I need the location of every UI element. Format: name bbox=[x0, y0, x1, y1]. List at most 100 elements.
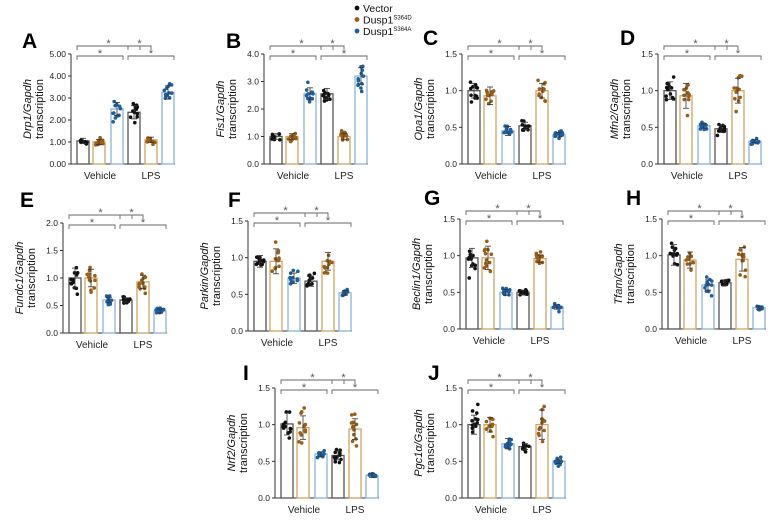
data-point bbox=[540, 407, 544, 412]
data-point bbox=[88, 279, 93, 283]
data-point bbox=[112, 111, 116, 115]
data-point bbox=[134, 103, 139, 108]
data-point bbox=[484, 97, 488, 101]
data-point bbox=[476, 402, 480, 407]
data-point bbox=[87, 275, 91, 280]
data-point bbox=[685, 262, 690, 266]
panel-B: B 0.0 1.0 2.0 3.0 4.0 Fis1/Gapdh transcription V… bbox=[215, 30, 368, 182]
x-category-label: LPS bbox=[531, 336, 550, 347]
y-tick-label: 0.5 bbox=[443, 287, 455, 297]
legend-name: Dusp1 bbox=[363, 26, 394, 38]
data-point bbox=[670, 245, 675, 250]
data-point bbox=[556, 464, 561, 468]
data-point bbox=[742, 245, 747, 249]
data-point bbox=[339, 457, 343, 462]
data-point bbox=[137, 285, 141, 289]
data-point bbox=[664, 94, 668, 99]
significance-bracket bbox=[76, 55, 124, 60]
bar bbox=[550, 306, 564, 330]
data-point bbox=[145, 140, 150, 144]
data-point bbox=[299, 410, 304, 414]
data-point bbox=[334, 447, 339, 452]
y-tick-label: 5.00 bbox=[49, 49, 66, 59]
data-point bbox=[542, 428, 547, 433]
y-axis-label: Nrf2/Gapdh bbox=[226, 415, 238, 472]
bar bbox=[467, 424, 481, 499]
data-point bbox=[542, 87, 546, 91]
y-axis-label: Pgc1α/Gapdh bbox=[413, 409, 425, 476]
data-point bbox=[466, 257, 471, 261]
significance-star: * bbox=[98, 207, 103, 219]
data-point bbox=[273, 240, 278, 244]
significance-star: * bbox=[497, 38, 502, 50]
data-point bbox=[111, 120, 115, 124]
data-point bbox=[469, 100, 474, 104]
data-point bbox=[538, 425, 542, 430]
y-tick-label: 1.0 bbox=[445, 420, 457, 430]
data-point bbox=[673, 246, 678, 251]
data-point bbox=[702, 127, 706, 132]
panel-letter: H bbox=[626, 187, 641, 210]
panel-A: A 0.00 1.00 2.00 3.00 4.00 5.00 Drp1/Gapdh trans… bbox=[22, 30, 175, 182]
x-category-label: LPS bbox=[134, 340, 153, 351]
data-point bbox=[302, 406, 307, 410]
significance-bracket bbox=[518, 45, 543, 50]
data-point bbox=[722, 124, 727, 129]
bar bbox=[253, 260, 267, 332]
y-tick-label: 0.0 bbox=[445, 159, 457, 169]
y-axis-label: Mfn2/Gapdh bbox=[609, 79, 621, 140]
significance-bracket bbox=[718, 220, 766, 225]
data-point bbox=[476, 417, 480, 422]
significance-bracket bbox=[663, 45, 728, 50]
panel-G: G 0.0 0.5 1.0 1.5 Beclin1/Gapdh transcription V… bbox=[411, 187, 564, 347]
significance-bracket bbox=[331, 379, 356, 384]
data-point bbox=[738, 273, 742, 277]
data-point bbox=[715, 133, 720, 138]
data-point bbox=[669, 241, 674, 246]
legend-label: Dusp1S364A bbox=[363, 26, 411, 38]
panel-letter: D bbox=[620, 27, 635, 50]
significance-bracket bbox=[718, 210, 743, 215]
ylabel-suffix: /Gapdh bbox=[199, 242, 211, 279]
data-point bbox=[488, 269, 493, 274]
data-point bbox=[322, 92, 326, 97]
x-category-label: Vehicle bbox=[76, 340, 109, 351]
data-point bbox=[354, 422, 359, 427]
bar bbox=[501, 130, 515, 165]
x-category-label: LPS bbox=[319, 338, 338, 349]
data-point bbox=[543, 99, 547, 103]
x-category-label: Vehicle bbox=[288, 505, 321, 516]
significance-bracket bbox=[516, 220, 564, 225]
legend-dot bbox=[354, 17, 360, 22]
significance-star: * bbox=[697, 203, 702, 215]
y-tick-label: 3.00 bbox=[49, 93, 66, 103]
data-point bbox=[360, 64, 365, 69]
data-point bbox=[339, 129, 344, 133]
data-point bbox=[278, 138, 282, 142]
data-point bbox=[133, 120, 137, 125]
data-point bbox=[297, 440, 301, 444]
data-point bbox=[344, 133, 348, 138]
data-point bbox=[743, 274, 747, 279]
significance-bracket bbox=[667, 210, 732, 215]
y-tick-label: 1.5 bbox=[46, 246, 58, 256]
y-tick-label: 0.5 bbox=[445, 122, 457, 132]
data-point bbox=[674, 253, 679, 257]
significance-bracket bbox=[467, 379, 532, 384]
y-axis-label: Fundc1/Gapdh bbox=[14, 242, 26, 315]
data-point bbox=[537, 433, 541, 438]
data-point bbox=[709, 294, 714, 298]
significance-star: * bbox=[538, 213, 543, 225]
data-point bbox=[338, 451, 342, 456]
data-point bbox=[555, 456, 559, 461]
data-point bbox=[163, 96, 168, 101]
data-point bbox=[286, 137, 291, 141]
significance-star: * bbox=[540, 48, 545, 60]
data-point bbox=[750, 139, 754, 144]
data-point bbox=[760, 306, 764, 311]
significance-bracket bbox=[467, 45, 532, 50]
y-tick-label: 0.5 bbox=[645, 287, 657, 297]
bar bbox=[314, 453, 328, 499]
ylabel-suffix: /Gapdh bbox=[413, 77, 425, 114]
